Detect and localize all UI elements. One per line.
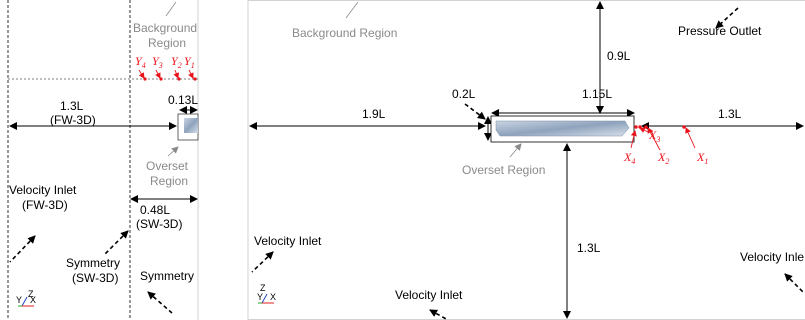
left-axis-x: X — [30, 295, 36, 305]
probe-y1: Y1 — [184, 54, 195, 70]
left-velocity-inlet-label: Velocity Inlet — [9, 183, 77, 197]
left-panel: Background Region Y4 Y3 Y2 Y1 1.3L (FW-3… — [7, 0, 199, 320]
pressure-outlet-arrow — [715, 7, 739, 29]
probe-x-points — [634, 125, 686, 129]
left-velocity-inlet-sub: (FW-3D) — [22, 198, 68, 212]
velocity-inlet-bottom-label: Velocity Inlet — [395, 288, 463, 302]
probe-x-arrows — [630, 127, 696, 151]
left-hull-image — [184, 118, 198, 133]
right-panel-frame — [247, 0, 805, 320]
velocity-inlet-left-label: Velocity Inlet — [254, 234, 322, 248]
background-region-label-2: Region — [148, 36, 186, 50]
probe-y-points — [143, 77, 197, 81]
probe-y-arrows — [138, 69, 194, 79]
dim-048l-sub: (SW-3D) — [136, 217, 182, 231]
velocity-inlet-right-label: Velocity Inle — [740, 250, 804, 264]
pressure-outlet-label: Pressure Outlet — [678, 24, 762, 38]
dim-048l-label: 0.48L — [140, 203, 170, 217]
right-background-region-label: Background Region — [292, 26, 397, 40]
dim-13l-label: 1.3L — [60, 99, 84, 113]
velocity-inlet-bottom-arrow — [429, 309, 449, 320]
probe-x4: X4 — [623, 150, 635, 166]
symmetry-left-arrow — [104, 230, 129, 255]
left-axis-y: Y — [16, 295, 22, 305]
probe-y2: Y2 — [171, 54, 182, 70]
left-overset-label-2: Region — [150, 174, 188, 188]
background-arrow — [165, 1, 177, 17]
dim-13l-right-label: 1.3L — [718, 107, 742, 121]
symmetry-right-arrow — [147, 291, 173, 314]
overset-region-arrow — [509, 143, 522, 158]
velocity-inlet-right-arrow — [784, 273, 804, 293]
left-overset-label-1: Overset — [146, 159, 189, 173]
left-axis-triad: Z Y X — [16, 289, 36, 307]
right-panel: Background Region Pressure Outlet 0.9L 1… — [247, 0, 805, 320]
right-axis-z: Z — [260, 283, 266, 293]
right-background-arrow — [345, 1, 359, 19]
probe-y4: Y4 — [135, 54, 146, 70]
right-axis-triad: Z Y X — [257, 283, 276, 304]
probe-x1: X1 — [696, 150, 708, 166]
hull-image — [495, 120, 630, 137]
right-axis-x: X — [270, 292, 276, 302]
overset-region-label: Overset Region — [462, 163, 545, 177]
left-overset-arrow — [167, 146, 179, 157]
probe-x3: X3 — [648, 128, 660, 144]
dim-09l-label: 0.9L — [607, 49, 631, 63]
dim-02l-label: 0.2L — [452, 87, 476, 101]
left-velocity-inlet-arrow — [9, 235, 36, 263]
dim-02l-arrow — [464, 103, 486, 120]
probe-y3: Y3 — [152, 54, 163, 70]
left-axis-z: Z — [28, 289, 34, 299]
symmetry-right-label: Symmetry — [140, 269, 194, 283]
symmetry-left-sub: (SW-3D) — [72, 271, 118, 285]
dim-13l-bottom-label: 1.3L — [577, 241, 601, 255]
symmetry-left-label: Symmetry — [66, 256, 120, 270]
probe-x2: X2 — [657, 150, 669, 166]
dim-115l-label: 1.15L — [582, 87, 612, 101]
dim-19l-label: 1.9L — [362, 107, 386, 121]
background-region-label-1: Background — [133, 21, 197, 35]
dim-013l-label: 0.13L — [168, 93, 198, 107]
right-axis-y: Y — [257, 292, 263, 302]
dim-13l-sub: (FW-3D) — [50, 113, 96, 127]
velocity-inlet-left-arrow — [251, 251, 274, 273]
